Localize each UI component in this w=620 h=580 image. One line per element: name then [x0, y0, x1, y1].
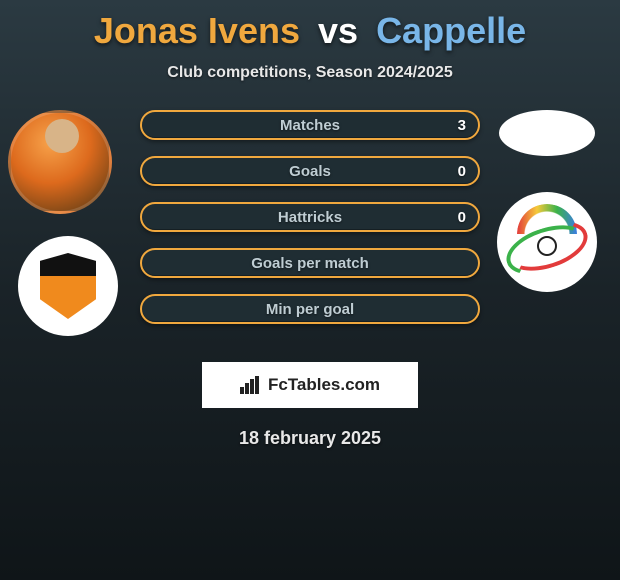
stat-row: Goals per match	[140, 248, 480, 278]
player1-photo	[8, 110, 112, 214]
player2-club-logo	[497, 192, 597, 292]
stat-row: Goals0	[140, 156, 480, 186]
club2-ball-icon	[537, 236, 557, 256]
brand-box: FcTables.com	[202, 362, 418, 408]
player1-column	[8, 110, 128, 336]
stat-value-player1: 0	[458, 158, 466, 184]
date-text: 18 february 2025	[0, 428, 620, 449]
stat-value-player1: 3	[458, 112, 466, 138]
comparison-title: Jonas Ivens vs Cappelle	[0, 0, 620, 52]
bar-chart-icon	[240, 376, 262, 394]
stat-value-player1: 0	[458, 204, 466, 230]
stat-label: Hattricks	[142, 204, 478, 230]
player2-photo-placeholder	[499, 110, 595, 156]
player2-column	[492, 110, 602, 292]
player1-name: Jonas Ivens	[94, 10, 300, 51]
stat-label: Goals per match	[142, 250, 478, 276]
club1-shield-icon	[40, 253, 96, 319]
stat-row: Matches3	[140, 110, 480, 140]
stat-label: Min per goal	[142, 296, 478, 322]
stat-row: Min per goal	[140, 294, 480, 324]
brand-text: FcTables.com	[268, 375, 380, 395]
subtitle: Club competitions, Season 2024/2025	[0, 64, 620, 82]
stat-label: Matches	[142, 112, 478, 138]
stat-row: Hattricks0	[140, 202, 480, 232]
player2-name: Cappelle	[376, 10, 526, 51]
vs-text: vs	[318, 10, 358, 51]
comparison-content: Matches3Goals0Hattricks0Goals per matchM…	[0, 110, 620, 350]
stat-label: Goals	[142, 158, 478, 184]
player1-club-logo	[18, 236, 118, 336]
stat-bars: Matches3Goals0Hattricks0Goals per matchM…	[140, 110, 480, 340]
